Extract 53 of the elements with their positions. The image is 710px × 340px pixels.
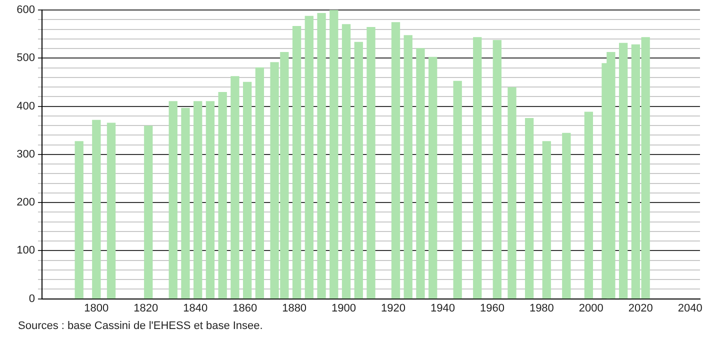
bar [74, 141, 84, 299]
bar [618, 42, 628, 299]
bar [317, 13, 326, 299]
x-tick-label: 1840 [183, 302, 208, 314]
x-tick-label: 1860 [232, 302, 258, 314]
bar [428, 56, 438, 299]
bar [584, 112, 594, 299]
x-tick-label: 1800 [84, 302, 109, 314]
x-tick-label: 1820 [134, 302, 158, 314]
bar [416, 48, 425, 299]
x-tick-label: 1920 [381, 302, 406, 314]
y-tick-label: 300 [16, 148, 35, 160]
y-tick-label: 500 [16, 52, 35, 64]
bar [524, 118, 534, 299]
x-tick-label: 1940 [430, 302, 455, 314]
bar [218, 92, 227, 299]
x-tick-label: 1900 [332, 302, 356, 314]
bar [292, 26, 302, 299]
x-tick-label: 2020 [628, 302, 653, 314]
bar [230, 76, 240, 299]
y-tick-label: 0 [28, 292, 35, 305]
bar [181, 108, 190, 299]
y-tick-label: 200 [16, 196, 35, 209]
x-tick-label: 1980 [529, 302, 554, 314]
y-tick-label: 100 [16, 244, 35, 257]
bar [92, 120, 101, 299]
bar [342, 24, 351, 299]
bar [473, 37, 482, 299]
x-tick-label: 2000 [578, 302, 604, 314]
bar [206, 101, 215, 299]
source-note: Sources : base Cassini de l'EHESS et base Insee. [18, 320, 263, 332]
bar [106, 122, 116, 299]
bar [304, 16, 314, 299]
bar [144, 126, 153, 299]
y-tick-label: 400 [16, 100, 35, 112]
bar [492, 40, 502, 299]
bar [508, 87, 516, 299]
bar [168, 101, 178, 299]
bar [453, 80, 462, 299]
bar [194, 101, 202, 299]
x-tick-label: 1880 [282, 302, 307, 314]
x-tick-label: 1960 [480, 302, 504, 314]
bar [542, 141, 551, 299]
bar [562, 132, 571, 299]
bar [242, 82, 252, 299]
bar [404, 35, 412, 299]
bar [255, 67, 264, 299]
x-tick-label: 2040 [678, 302, 702, 314]
y-tick-label: 600 [16, 4, 35, 16]
bar [354, 42, 363, 299]
bar [391, 22, 400, 299]
bar [330, 10, 338, 299]
bar [366, 27, 376, 299]
